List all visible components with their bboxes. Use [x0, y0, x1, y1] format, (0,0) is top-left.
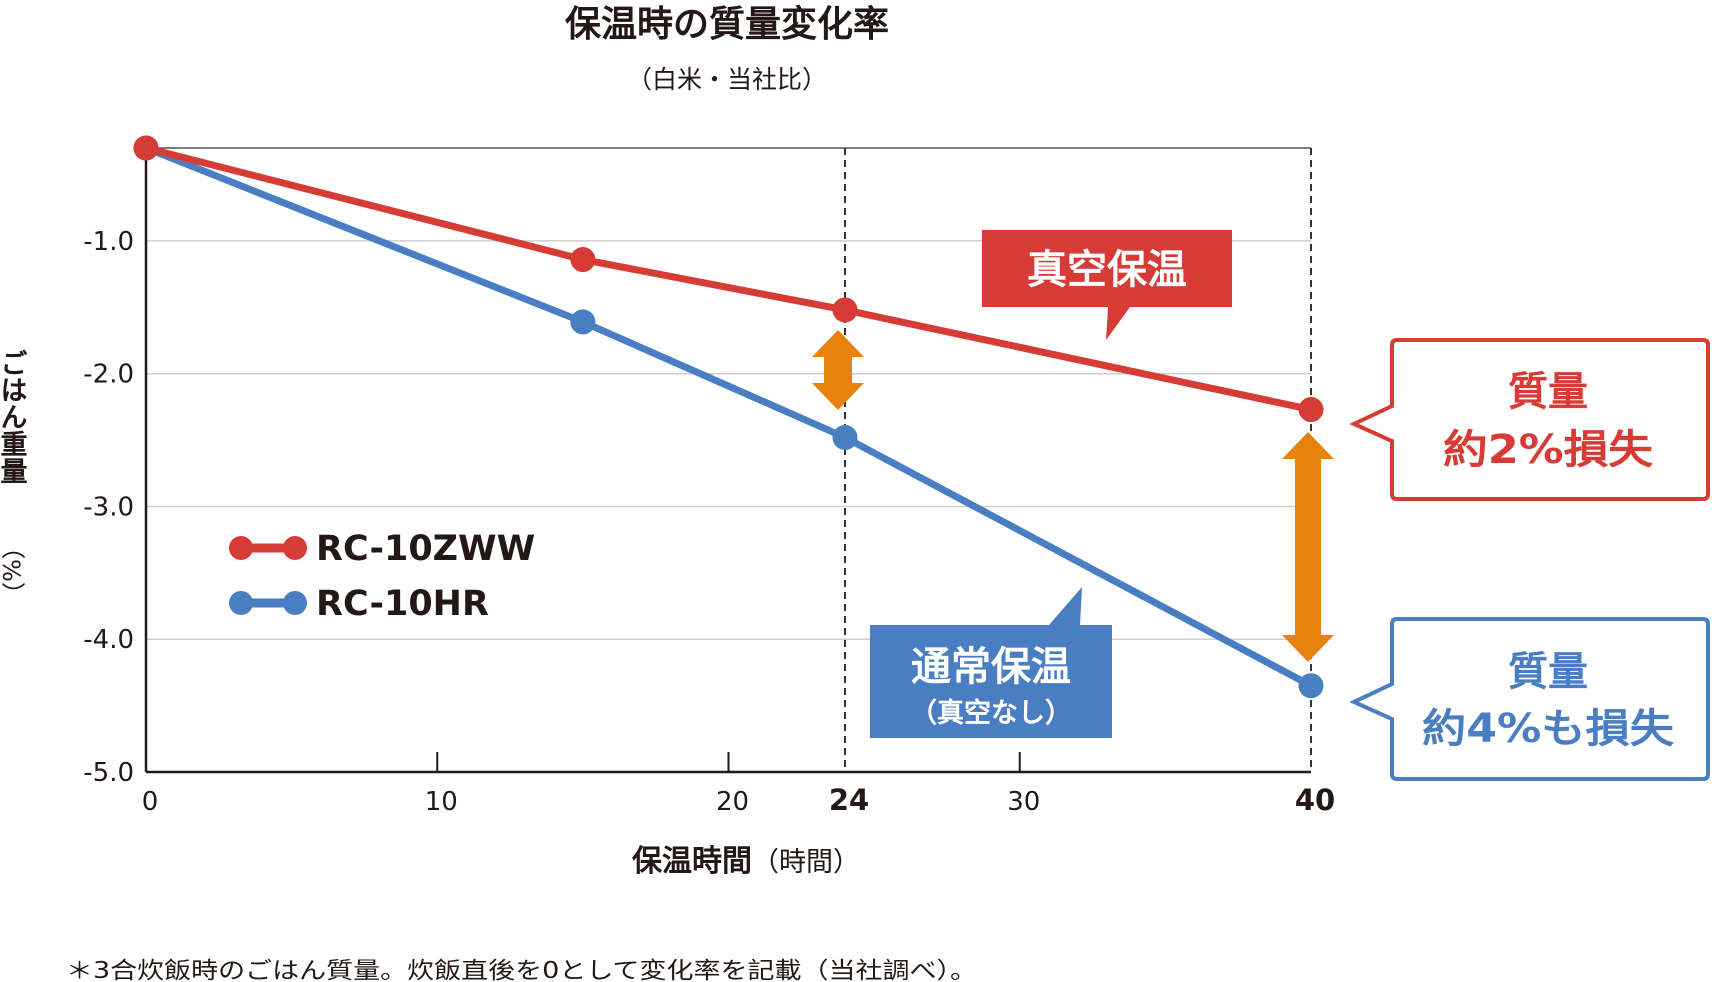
x-axis-label-unit: （時間） — [752, 847, 860, 878]
y-ticks: -1.0 -2.0 -3.0 -4.0 -5.0 — [83, 227, 134, 788]
data-point-rc-10zww — [133, 135, 159, 161]
loss-callout-blue: 質量 約4%も損失 — [1349, 617, 1710, 781]
y-tick-label: -3.0 — [83, 492, 134, 522]
legend-label-rc-10zww: RC-10ZWW — [316, 529, 535, 569]
y-axis-label-unit: （%） — [0, 535, 25, 606]
difference-arrow-40h — [1282, 432, 1334, 662]
data-point-rc-10zww — [832, 297, 858, 323]
data-point-rc-10hr — [1298, 673, 1324, 699]
x-tick-label: 40 — [1295, 783, 1335, 817]
loss-callout-blue-line1: 質量 — [1508, 649, 1588, 695]
y-tick-label: -2.0 — [83, 360, 134, 390]
x-axis-label-main: 保温時間 — [632, 844, 752, 879]
loss-callout-red-line2: 約2%損失 — [1443, 427, 1654, 473]
data-point-rc-10zww — [1298, 397, 1324, 423]
vacuum-callout-label: 真空保温 — [1027, 247, 1187, 293]
vacuum-callout: 真空保温 — [982, 230, 1232, 340]
normal-callout-label: 通常保温 — [911, 644, 1071, 690]
series — [133, 135, 1324, 699]
y-tick-label: -4.0 — [83, 625, 134, 655]
footnote: ＊3合炊飯時のごはん質量。炊飯直後を0として変化率を記載（当社調べ）。 — [66, 958, 977, 982]
chart-subtitle: （白米・当社比） — [627, 65, 827, 94]
y-tick-label: -1.0 — [83, 227, 134, 257]
normal-callout: 通常保温 （真空なし） — [870, 587, 1112, 738]
x-tick-label: 30 — [1007, 787, 1040, 817]
legend-item-rc-10zww: RC-10ZWW — [229, 529, 535, 569]
difference-arrow-24h — [812, 330, 864, 410]
y-axis-label-main: ごはん重量 — [0, 349, 27, 484]
x-tick-label: 0 — [142, 787, 159, 817]
y-axis-label: ごはん重量 （%） — [0, 349, 27, 606]
legend: RC-10ZWW RC-10HR — [229, 529, 535, 624]
plot-area: 0 10 20 24 30 40 -1.0 -2.0 -3.0 -4.0 -5.0 — [83, 135, 1335, 817]
data-point-rc-10hr — [832, 424, 858, 450]
x-tick-label: 20 — [716, 787, 749, 817]
y-tick-label: -5.0 — [83, 758, 134, 788]
loss-callout-red: 質量 約2%損失 — [1349, 338, 1710, 501]
loss-callout-blue-line2: 約4%も損失 — [1422, 706, 1675, 752]
x-tick-label: 24 — [829, 783, 869, 817]
loss-callout-red-line1: 質量 — [1508, 369, 1588, 415]
x-ticks: 0 10 20 24 30 40 — [142, 752, 1335, 817]
series-line-rc-10zww — [142, 144, 1315, 414]
x-axis-label: 保温時間 （時間） — [632, 844, 860, 879]
data-point-rc-10zww — [570, 247, 596, 273]
series-line-rc-10hr — [142, 144, 1315, 690]
x-tick-label: 10 — [425, 787, 458, 817]
data-point-rc-10hr — [570, 309, 596, 335]
chart-title: 保温時の質量変化率 — [565, 3, 889, 45]
legend-item-rc-10hr: RC-10HR — [229, 584, 489, 624]
legend-label-rc-10hr: RC-10HR — [316, 584, 489, 624]
normal-callout-sublabel: （真空なし） — [910, 697, 1072, 729]
